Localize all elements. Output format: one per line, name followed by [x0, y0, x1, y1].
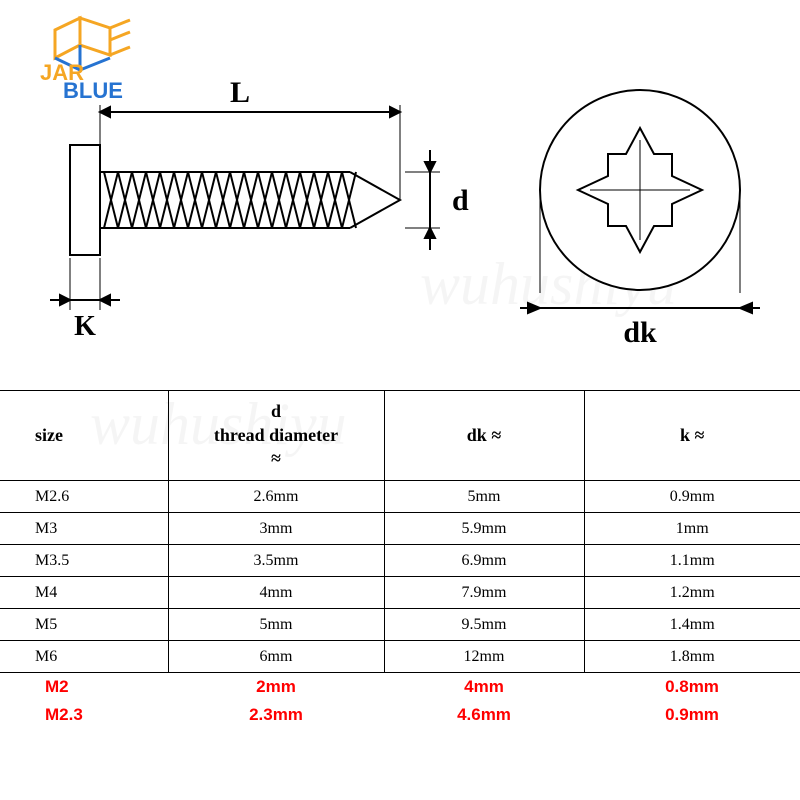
cell-dk: 4.6mm	[384, 701, 584, 729]
table-row: M55mm9.5mm1.4mm	[0, 609, 800, 641]
cell-size: M2.3	[0, 701, 168, 729]
cell-dk: 5.9mm	[384, 513, 584, 545]
dim-label-L: L	[230, 76, 250, 109]
screw-diagram: L d K dk	[0, 50, 800, 350]
cell-dk: 6.9mm	[384, 545, 584, 577]
cell-size: M4	[0, 577, 168, 609]
cell-dk: 5mm	[384, 481, 584, 513]
header-size: size	[0, 391, 168, 481]
cell-d: 3mm	[168, 513, 384, 545]
table-row-addendum: M2.32.3mm4.6mm0.9mm	[0, 701, 800, 729]
cell-size: M5	[0, 609, 168, 641]
cell-dk: 9.5mm	[384, 609, 584, 641]
table-row: M44mm7.9mm1.2mm	[0, 577, 800, 609]
cell-k: 1.1mm	[584, 545, 800, 577]
cell-dk: 7.9mm	[384, 577, 584, 609]
cell-k: 0.9mm	[584, 481, 800, 513]
cell-d: 2.3mm	[168, 701, 384, 729]
table-row: M33mm5.9mm1mm	[0, 513, 800, 545]
spec-table: size d thread diameter ≈ dk ≈ k ≈ M2.62.…	[0, 390, 800, 729]
cell-size: M3.5	[0, 545, 168, 577]
cell-k: 1.8mm	[584, 641, 800, 673]
dim-label-dk: dk	[623, 316, 657, 349]
cell-d: 6mm	[168, 641, 384, 673]
cell-size: M6	[0, 641, 168, 673]
table-row: M3.53.5mm6.9mm1.1mm	[0, 545, 800, 577]
cell-k: 1mm	[584, 513, 800, 545]
cell-size: M2.6	[0, 481, 168, 513]
table-row: M66mm12mm1.8mm	[0, 641, 800, 673]
dim-label-K: K	[74, 311, 96, 342]
cell-d: 5mm	[168, 609, 384, 641]
table-row-addendum: M22mm4mm0.8mm	[0, 673, 800, 701]
cell-k: 0.8mm	[584, 673, 800, 701]
table-header-row: size d thread diameter ≈ dk ≈ k ≈	[0, 391, 800, 481]
header-k: k ≈	[584, 391, 800, 481]
cell-d: 2.6mm	[168, 481, 384, 513]
dim-label-d: d	[452, 184, 469, 217]
cell-k: 0.9mm	[584, 701, 800, 729]
cell-d: 3.5mm	[168, 545, 384, 577]
cell-dk: 4mm	[384, 673, 584, 701]
cell-d: 2mm	[168, 673, 384, 701]
cell-dk: 12mm	[384, 641, 584, 673]
cell-size: M2	[0, 673, 168, 701]
cell-d: 4mm	[168, 577, 384, 609]
header-d: d thread diameter ≈	[168, 391, 384, 481]
table-row: M2.62.6mm5mm0.9mm	[0, 481, 800, 513]
cell-size: M3	[0, 513, 168, 545]
cell-k: 1.2mm	[584, 577, 800, 609]
header-dk: dk ≈	[384, 391, 584, 481]
cell-k: 1.4mm	[584, 609, 800, 641]
